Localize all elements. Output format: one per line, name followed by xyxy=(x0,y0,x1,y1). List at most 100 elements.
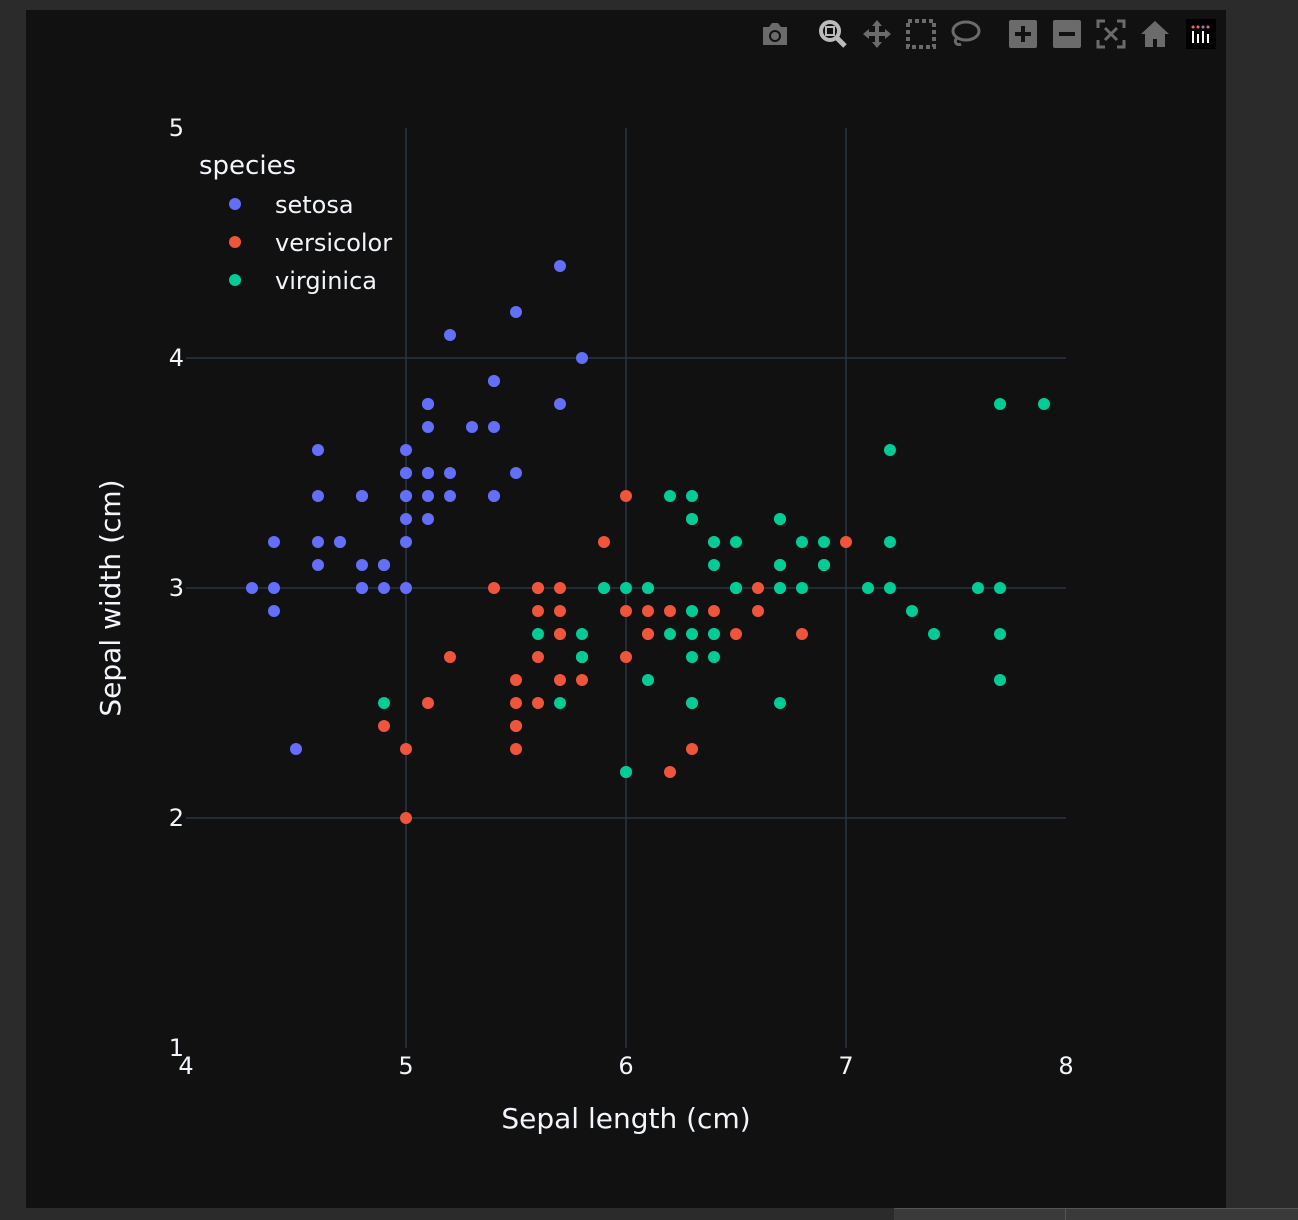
scatter-point[interactable] xyxy=(532,582,544,594)
scatter-point[interactable] xyxy=(708,536,720,548)
scatter-point[interactable] xyxy=(818,559,830,571)
scatter-point[interactable] xyxy=(268,536,280,548)
scatter-point[interactable] xyxy=(488,375,500,387)
lasso-select-icon[interactable] xyxy=(944,18,986,50)
scatter-point[interactable] xyxy=(884,444,896,456)
scatter-point[interactable] xyxy=(752,605,764,617)
scatter-point[interactable] xyxy=(730,536,742,548)
scatter-point[interactable] xyxy=(532,697,544,709)
zoom-in-icon[interactable] xyxy=(1002,18,1044,50)
legend[interactable]: species setosa versicolor virginica xyxy=(199,151,392,295)
plotly-logo-icon[interactable] xyxy=(1186,19,1216,49)
scatter-point[interactable] xyxy=(356,559,368,571)
legend-item-versicolor[interactable]: versicolor xyxy=(229,229,392,257)
scatter-point[interactable] xyxy=(422,421,434,433)
scatter-point[interactable] xyxy=(510,720,522,732)
scatter-point[interactable] xyxy=(378,559,390,571)
legend-item-virginica[interactable]: virginica xyxy=(229,267,377,295)
scatter-point[interactable] xyxy=(972,582,984,594)
scatter-point[interactable] xyxy=(730,582,742,594)
scatter-point[interactable] xyxy=(422,467,434,479)
box-select-icon[interactable] xyxy=(900,18,942,50)
scatter-point[interactable] xyxy=(532,628,544,640)
scatter-point[interactable] xyxy=(400,582,412,594)
scatter-point[interactable] xyxy=(422,697,434,709)
scatter-point[interactable] xyxy=(488,582,500,594)
scatter-point[interactable] xyxy=(730,628,742,640)
scatter-point[interactable] xyxy=(554,582,566,594)
scatter-point[interactable] xyxy=(268,605,280,617)
scatter-point[interactable] xyxy=(928,628,940,640)
scatter-point[interactable] xyxy=(400,536,412,548)
scatter-point[interactable] xyxy=(708,605,720,617)
scatter-point[interactable] xyxy=(554,628,566,640)
scatter-point[interactable] xyxy=(686,605,698,617)
scatter-point[interactable] xyxy=(708,651,720,663)
scatter-point[interactable] xyxy=(642,605,654,617)
scatter-point[interactable] xyxy=(774,582,786,594)
scatter-point[interactable] xyxy=(554,398,566,410)
scatter-point[interactable] xyxy=(840,536,852,548)
scatter-point[interactable] xyxy=(356,490,368,502)
scatter-point[interactable] xyxy=(246,582,258,594)
scatter-point[interactable] xyxy=(686,513,698,525)
scatter-point[interactable] xyxy=(994,582,1006,594)
scatter-point[interactable] xyxy=(576,674,588,686)
legend-item-setosa[interactable]: setosa xyxy=(229,191,354,219)
scatter-point[interactable] xyxy=(444,490,456,502)
scatter-point[interactable] xyxy=(686,697,698,709)
scatter-point[interactable] xyxy=(708,628,720,640)
scatter-point[interactable] xyxy=(664,628,676,640)
scatter-point[interactable] xyxy=(884,582,896,594)
scatter-point[interactable] xyxy=(400,490,412,502)
scatter-point[interactable] xyxy=(312,559,324,571)
scatter-point[interactable] xyxy=(664,605,676,617)
scatter-point[interactable] xyxy=(378,720,390,732)
scatter-point[interactable] xyxy=(378,697,390,709)
scatter-point[interactable] xyxy=(642,674,654,686)
autoscale-icon[interactable] xyxy=(1090,18,1132,50)
scatter-point[interactable] xyxy=(510,743,522,755)
series-virginica[interactable] xyxy=(378,398,1050,778)
scatter-point[interactable] xyxy=(686,490,698,502)
zoom-out-icon[interactable] xyxy=(1046,18,1088,50)
scatter-point[interactable] xyxy=(532,605,544,617)
scatter-point[interactable] xyxy=(422,513,434,525)
scatter-point[interactable] xyxy=(510,467,522,479)
scatter-point[interactable] xyxy=(884,536,896,548)
scatter-point[interactable] xyxy=(994,674,1006,686)
pan-icon[interactable] xyxy=(856,18,898,50)
scatter-point[interactable] xyxy=(664,490,676,502)
scatter-point[interactable] xyxy=(576,651,588,663)
scatter-point[interactable] xyxy=(642,582,654,594)
scatter-point[interactable] xyxy=(554,605,566,617)
scatter-point[interactable] xyxy=(510,674,522,686)
scatter-point[interactable] xyxy=(664,766,676,778)
scatter-point[interactable] xyxy=(620,651,632,663)
scatter-point[interactable] xyxy=(598,582,610,594)
scatter-point[interactable] xyxy=(400,467,412,479)
scatter-point[interactable] xyxy=(620,766,632,778)
scatter-point[interactable] xyxy=(444,651,456,663)
scatter-point[interactable] xyxy=(312,444,324,456)
series-setosa[interactable] xyxy=(246,260,588,755)
camera-icon[interactable] xyxy=(754,18,796,50)
scatter-point[interactable] xyxy=(290,743,302,755)
scatter-point[interactable] xyxy=(862,582,874,594)
scatter-point[interactable] xyxy=(268,582,280,594)
scatter-point[interactable] xyxy=(994,628,1006,640)
scatter-point[interactable] xyxy=(598,536,610,548)
scatter-point[interactable] xyxy=(312,536,324,548)
scatter-point[interactable] xyxy=(576,628,588,640)
series-versicolor[interactable] xyxy=(378,490,852,824)
scatter-point[interactable] xyxy=(400,812,412,824)
horizontal-scrollbar[interactable] xyxy=(894,1208,1298,1220)
scatter-point[interactable] xyxy=(620,605,632,617)
reset-axes-icon[interactable] xyxy=(1134,18,1176,50)
scatter-point[interactable] xyxy=(774,513,786,525)
scatter-chart[interactable]: 4 5 6 7 8 1 2 3 4 5 Sepal length (cm) Sepal width… xyxy=(26,10,1226,1208)
scatter-point[interactable] xyxy=(774,559,786,571)
scatter-point[interactable] xyxy=(510,697,522,709)
scatter-point[interactable] xyxy=(356,582,368,594)
scatter-point[interactable] xyxy=(818,536,830,548)
